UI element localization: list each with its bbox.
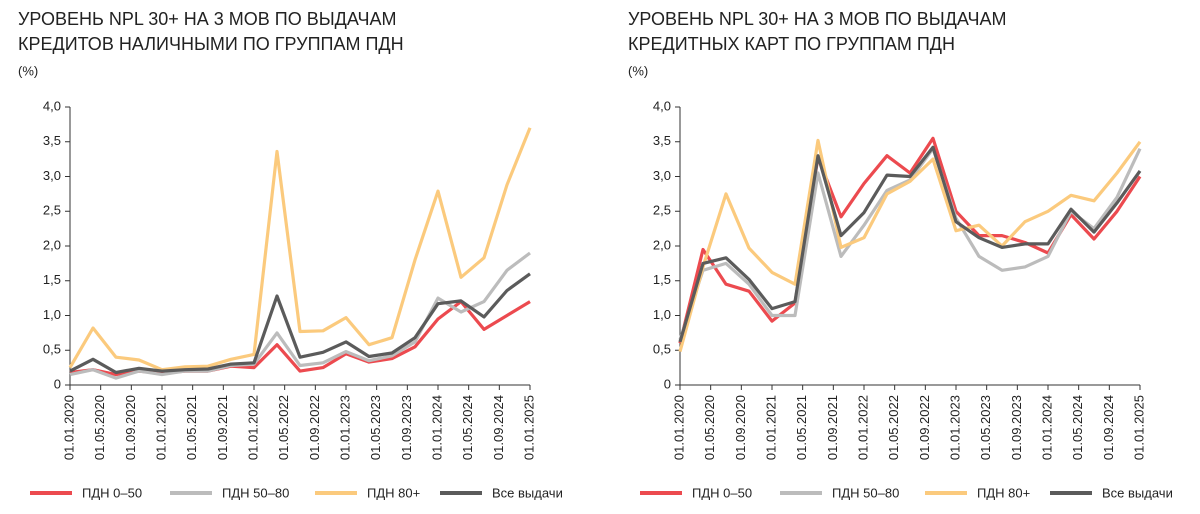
x-tick-label: 01.05.2022: [886, 395, 901, 460]
x-tick-label: 01.05.2020: [92, 395, 107, 460]
x-tick-label: 01.05.2024: [1070, 395, 1085, 460]
y-tick-label: 2,0: [43, 237, 61, 252]
chart: УРОВЕНЬ NPL 30+ НА 3 МОВ ПО ВЫДАЧАМ КРЕДИ…: [628, 9, 1173, 501]
y-tick-label: 0: [664, 376, 671, 391]
x-tick-label: 01.01.2023: [947, 395, 962, 460]
series-line: [678, 145, 1142, 343]
x-tick-label: 01.01.2024: [1039, 395, 1054, 460]
y-tick-label: 1,0: [653, 307, 671, 322]
x-tick-label: 01.01.2022: [245, 395, 260, 460]
legend-label: ПДН 80+: [977, 485, 1030, 500]
x-tick-label: 01.09.2022: [307, 395, 322, 460]
x-tick-label: 01.01.2020: [671, 395, 686, 460]
chart-title: КРЕДИТОВ НАЛИЧНЫМИ ПО ГРУППАМ ПДН: [18, 34, 404, 54]
x-tick-label: 01.09.2023: [399, 395, 414, 460]
y-axis-label: (%): [18, 63, 38, 78]
series-line: [678, 136, 1142, 344]
series-line: [69, 272, 531, 375]
x-tick-label: 01.01.2021: [153, 395, 168, 460]
x-tick-label: 01.05.2021: [794, 395, 809, 460]
legend-label: ПДН 0–50: [82, 485, 142, 500]
y-tick-label: 0,5: [43, 342, 61, 357]
y-tick-label: 1,0: [43, 307, 61, 322]
y-tick-label: 3,5: [653, 133, 671, 148]
legend-label: ПДН 50–80: [222, 485, 289, 500]
x-tick-label: 01.01.2020: [61, 395, 76, 460]
y-tick-label: 1,5: [653, 272, 671, 287]
y-tick-label: 3,0: [43, 168, 61, 183]
x-tick-label: 01.01.2025: [521, 395, 536, 460]
chart-title: КРЕДИТНЫХ КАРТ ПО ГРУППАМ ПДН: [628, 34, 955, 54]
series-line: [69, 251, 531, 380]
series-line: [68, 127, 532, 372]
y-tick-label: 3,5: [43, 133, 61, 148]
y-tick-label: 3,0: [653, 168, 671, 183]
series-line: [678, 138, 1142, 353]
chart-title: УРОВЕНЬ NPL 30+ НА 3 МОВ ПО ВЫДАЧАМ: [628, 9, 1006, 29]
x-tick-label: 01.05.2024: [460, 395, 475, 460]
y-axis-label: (%): [628, 63, 648, 78]
x-tick-label: 01.01.2021: [763, 395, 778, 460]
x-tick-label: 01.09.2021: [215, 395, 230, 460]
legend-label: ПДН 80+: [367, 485, 420, 500]
x-tick-label: 01.01.2025: [1131, 395, 1146, 460]
x-tick-label: 01.05.2022: [276, 395, 291, 460]
y-tick-label: 1,5: [43, 272, 61, 287]
x-tick-label: 01.09.2023: [1009, 395, 1024, 460]
x-tick-label: 01.05.2023: [368, 395, 383, 460]
legend-label: Все выдачи: [1102, 485, 1173, 500]
x-tick-label: 01.01.2023: [337, 395, 352, 460]
legend-label: ПДН 0–50: [692, 485, 752, 500]
chart-title: УРОВЕНЬ NPL 30+ НА 3 МОВ ПО ВЫДАЧАМ: [18, 9, 396, 29]
x-tick-label: 01.09.2020: [123, 395, 138, 460]
y-tick-label: 2,0: [653, 237, 671, 252]
x-tick-label: 01.01.2024: [429, 395, 444, 460]
x-tick-label: 01.09.2021: [825, 395, 840, 460]
y-tick-label: 4,0: [653, 98, 671, 113]
legend-label: ПДН 50–80: [832, 485, 899, 500]
x-tick-label: 01.09.2024: [491, 395, 506, 460]
x-tick-label: 01.09.2020: [733, 395, 748, 460]
y-tick-label: 0,5: [653, 342, 671, 357]
x-tick-label: 01.05.2023: [978, 395, 993, 460]
x-tick-label: 01.09.2022: [917, 395, 932, 460]
y-tick-label: 4,0: [43, 98, 61, 113]
legend-label: Все выдачи: [492, 485, 563, 500]
x-tick-label: 01.05.2021: [184, 395, 199, 460]
x-tick-label: 01.09.2024: [1101, 395, 1116, 460]
x-tick-label: 01.05.2020: [702, 395, 717, 460]
y-tick-label: 2,5: [653, 203, 671, 218]
y-tick-label: 2,5: [43, 203, 61, 218]
chart: УРОВЕНЬ NPL 30+ НА 3 МОВ ПО ВЫДАЧАМ КРЕДИ…: [18, 9, 563, 501]
x-tick-label: 01.01.2022: [855, 395, 870, 460]
y-tick-label: 0: [54, 376, 61, 391]
